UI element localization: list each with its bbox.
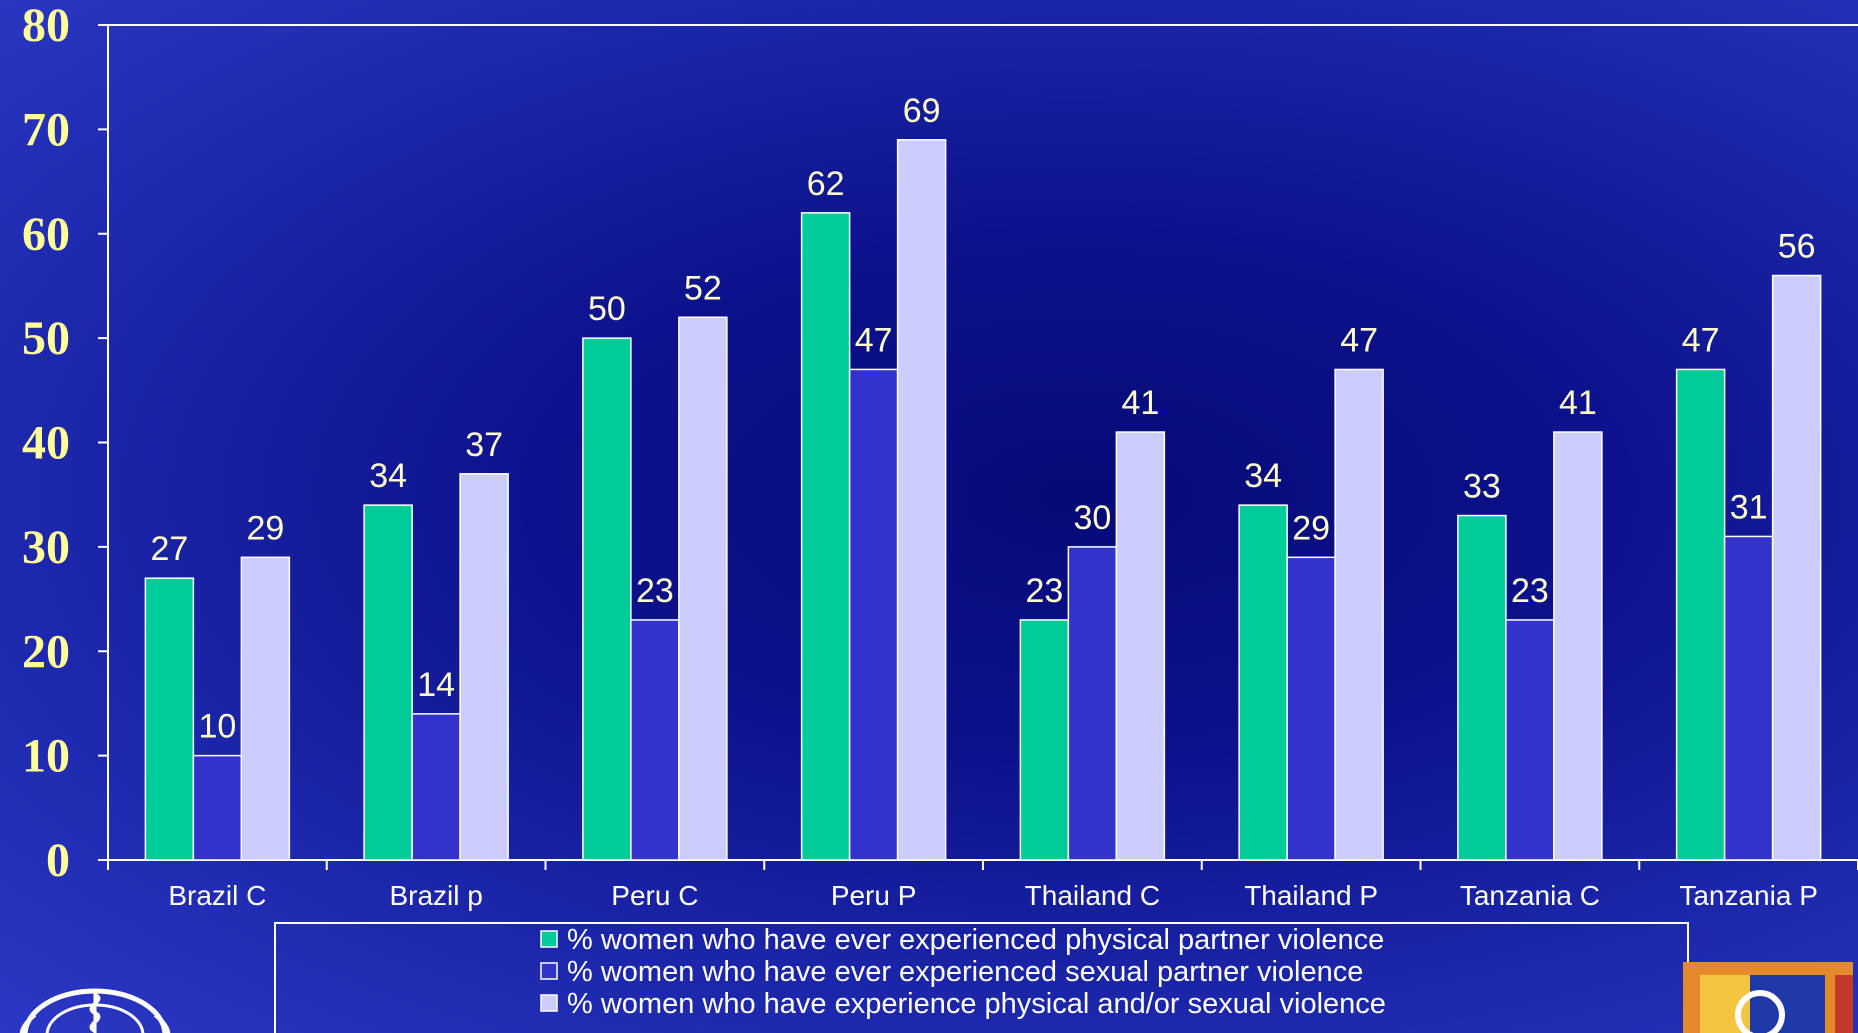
data-label: 62 (807, 165, 845, 203)
y-tick-label: 20 (22, 625, 70, 678)
x-tick-label: Tanzania P (1679, 880, 1818, 911)
data-label: 41 (1121, 384, 1159, 422)
data-label: 14 (417, 666, 455, 704)
y-tick-label: 70 (22, 103, 70, 156)
bar (1115, 431, 1166, 861)
x-tick-label: Tanzania C (1460, 880, 1600, 911)
x-axis-tick-labels: Brazil C Brazil p Peru C Peru P Thailand C Th… (168, 880, 1818, 911)
data-label: 56 (1778, 228, 1816, 266)
data-label: 30 (1073, 499, 1111, 537)
x-tick-label: Brazil p (389, 880, 482, 911)
logo-icon (1683, 962, 1853, 1033)
bar (1334, 368, 1384, 861)
data-label: 27 (150, 530, 188, 568)
y-tick-label: 10 (22, 730, 70, 783)
bar (1675, 368, 1726, 861)
data-label: 34 (369, 457, 407, 495)
chart-data-labels: 27 10 29 34 14 37 50 23 52 62 47 69 23 30 41 34 29 47 33 23… (150, 92, 1815, 746)
bar (144, 577, 195, 861)
x-tick-label: Thailand P (1244, 880, 1378, 911)
data-label: 41 (1559, 384, 1597, 422)
legend-swatch (540, 962, 558, 980)
legend: % women who have ever experienced physic… (274, 922, 1689, 1033)
bar (678, 316, 728, 861)
data-label: 23 (1511, 572, 1549, 610)
data-label: 29 (1292, 509, 1330, 547)
data-label: 47 (855, 321, 893, 359)
data-label: 34 (1244, 457, 1282, 495)
bar (1067, 546, 1118, 861)
data-label: 33 (1463, 468, 1501, 506)
data-label: 50 (588, 290, 626, 328)
legend-label: % women who have ever experienced physic… (567, 924, 1384, 956)
y-axis-tick-labels: 0 10 20 30 40 50 60 70 80 (22, 0, 70, 887)
bar (459, 473, 509, 861)
x-tick-label: Peru P (831, 880, 917, 911)
legend-label: % women who have ever experienced sexual… (567, 956, 1363, 988)
y-tick-label: 60 (22, 208, 70, 261)
y-tick-label: 0 (46, 834, 70, 887)
data-label: 31 (1730, 488, 1768, 526)
bar (630, 619, 680, 861)
bar (1723, 535, 1774, 861)
bar (800, 212, 851, 861)
bar (240, 556, 291, 861)
bar (192, 754, 243, 861)
bar (848, 368, 899, 861)
legend-swatch (540, 930, 558, 948)
bar (896, 139, 947, 861)
y-tick-label: 80 (22, 0, 70, 52)
legend-label: % women who have experience physical and… (567, 988, 1386, 1020)
data-label: 52 (684, 269, 722, 307)
bar (582, 337, 632, 861)
y-tick-label: 30 (22, 521, 70, 574)
data-label: 23 (636, 572, 674, 610)
y-tick-label: 50 (22, 312, 70, 365)
bar (363, 504, 413, 861)
x-tick-label: Brazil C (168, 880, 266, 911)
bar (1457, 514, 1507, 861)
bar (1553, 431, 1603, 861)
y-tick-label: 40 (22, 417, 70, 470)
bar (1019, 619, 1070, 861)
chart-bars (144, 139, 1822, 861)
bar (1505, 619, 1555, 861)
data-label: 47 (1682, 321, 1720, 359)
data-label: 23 (1025, 572, 1063, 610)
x-tick-label: Thailand C (1025, 880, 1160, 911)
bar (411, 713, 461, 861)
who-emblem-icon (19, 988, 171, 1033)
x-tick-label: Peru C (611, 880, 698, 911)
data-label: 37 (465, 426, 503, 464)
data-label: 47 (1340, 321, 1378, 359)
data-label: 29 (246, 509, 284, 547)
bar (1238, 504, 1288, 861)
data-label: 69 (903, 92, 941, 130)
bar (1771, 274, 1822, 861)
legend-swatch (540, 994, 558, 1012)
bar (1286, 556, 1336, 861)
data-label: 10 (198, 708, 236, 746)
